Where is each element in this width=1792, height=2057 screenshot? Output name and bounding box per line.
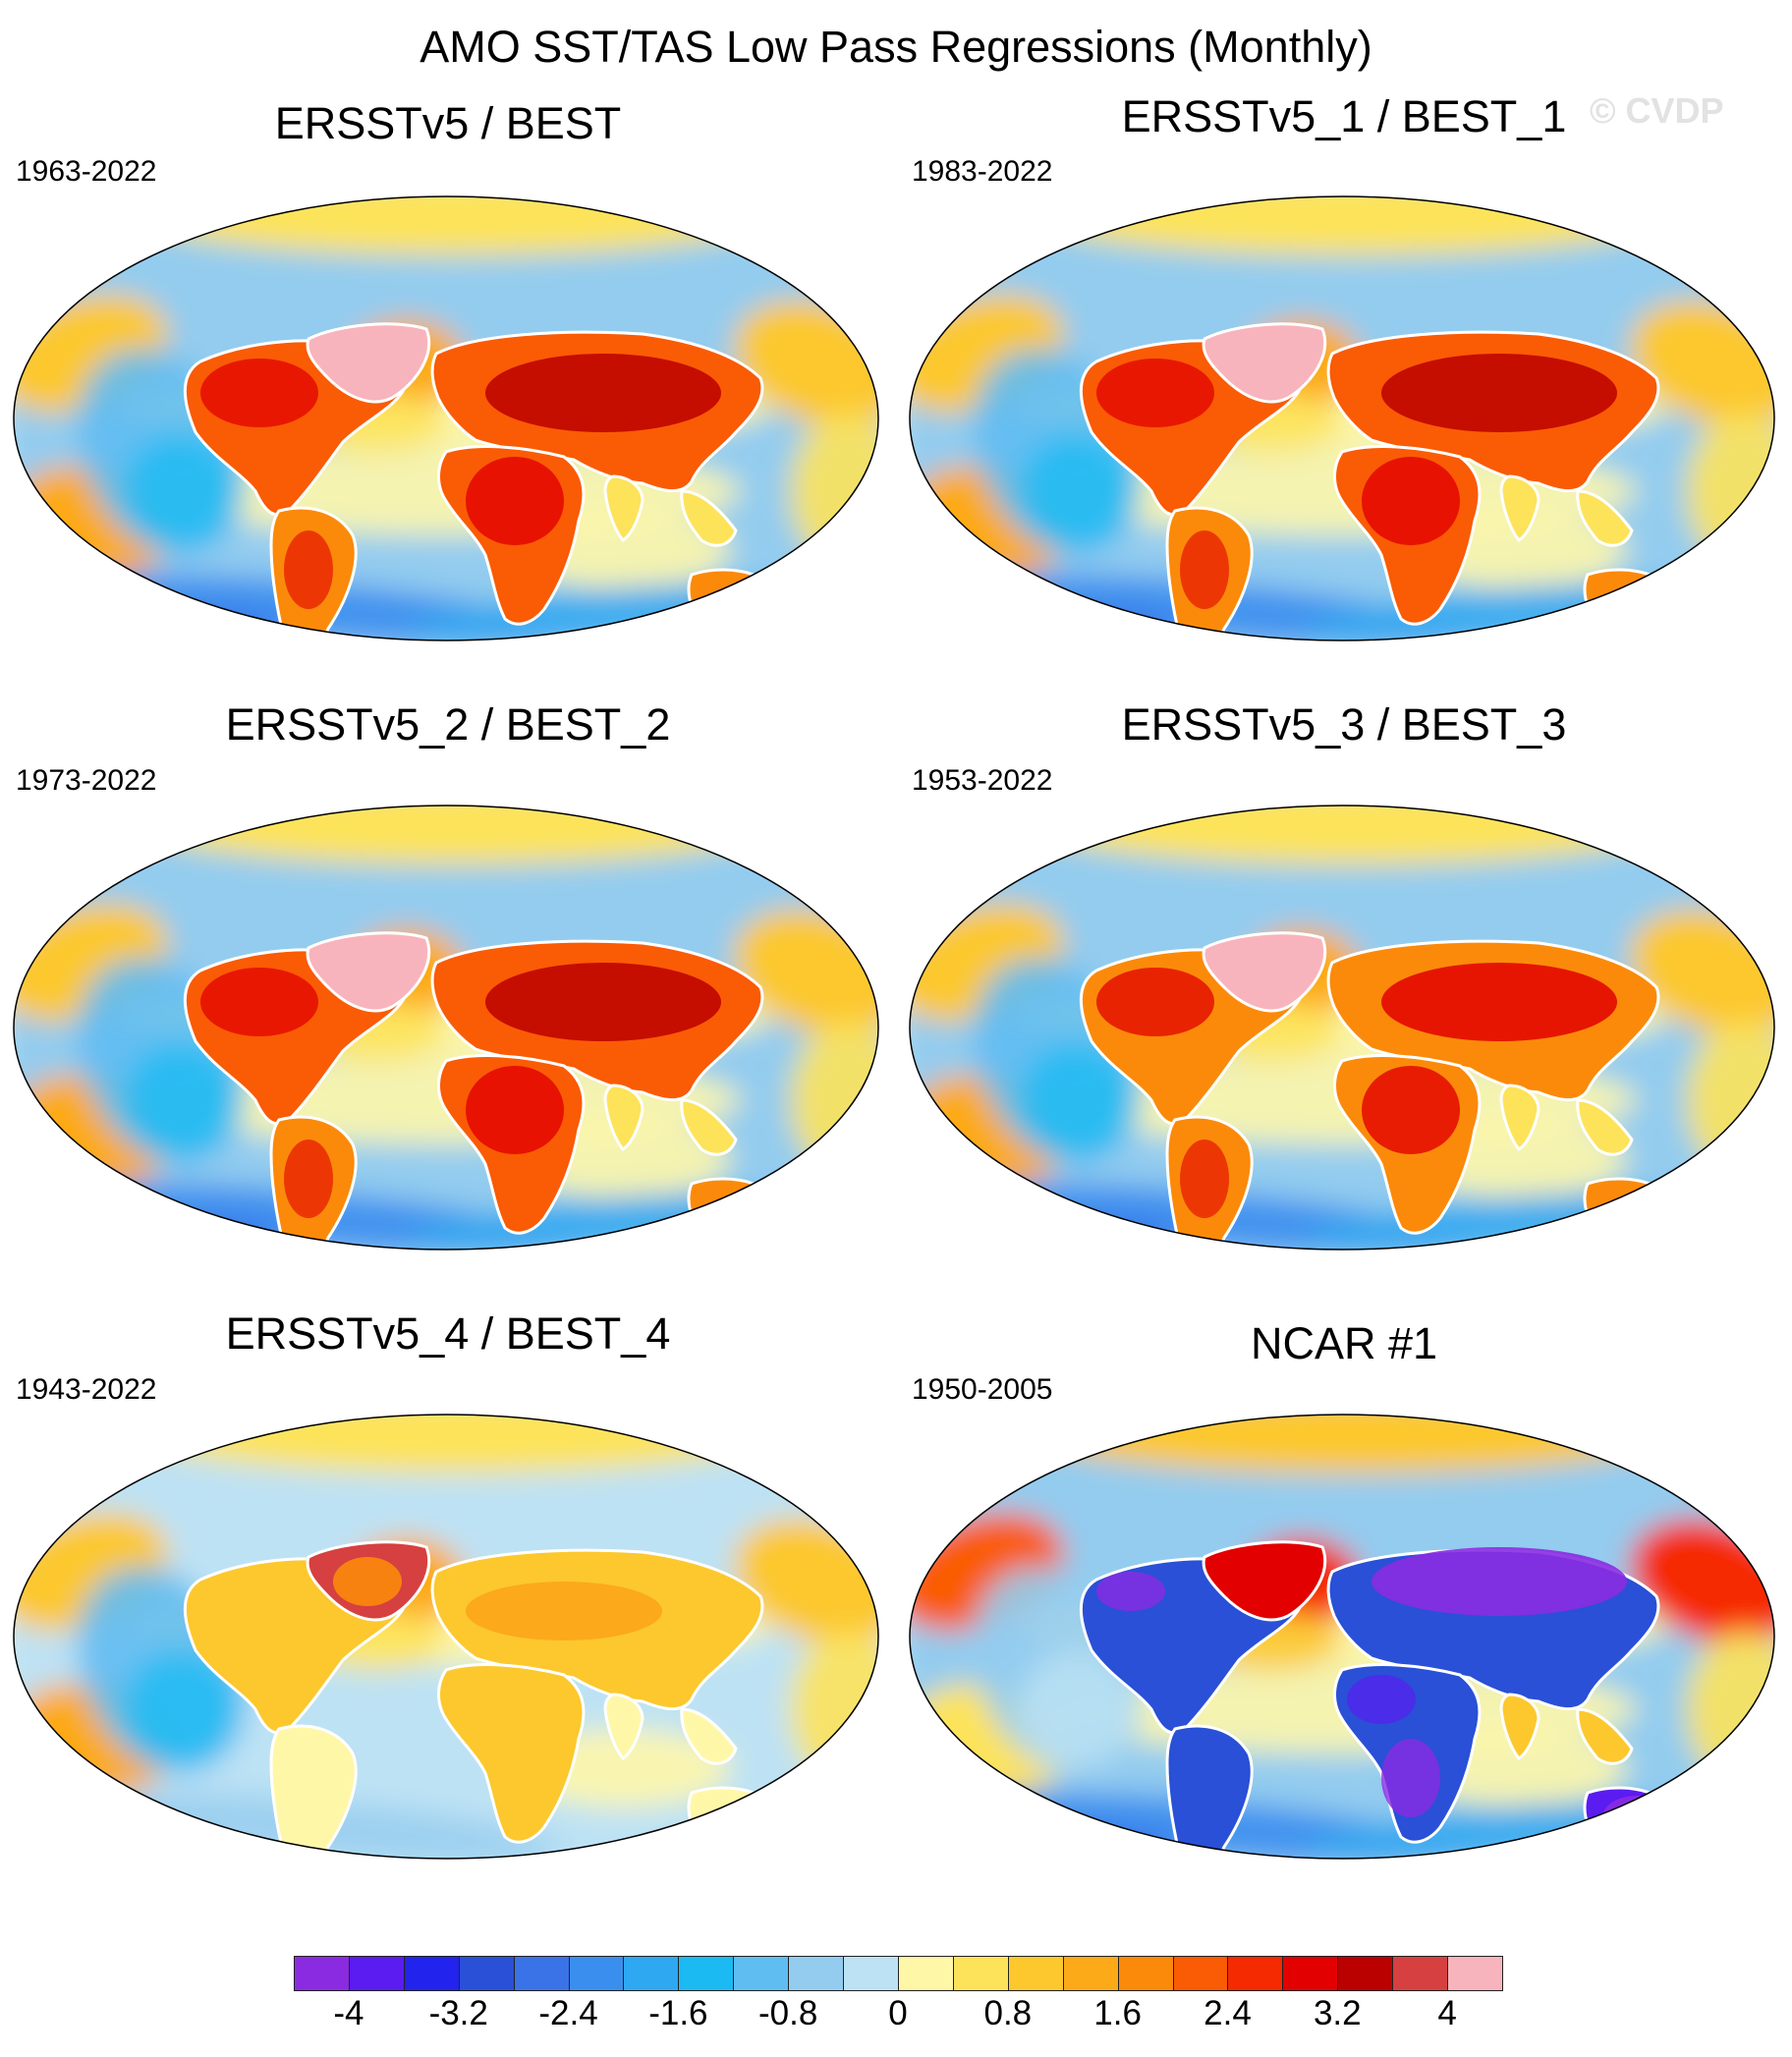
colorbar-swatch xyxy=(1172,1956,1229,1991)
colorbar-tick-label: 3.2 xyxy=(1313,1994,1362,2032)
colorbar-tick-label: -3.2 xyxy=(428,1994,488,2032)
colorbar-tick-label: -4 xyxy=(333,1994,364,2032)
colorbar-swatch xyxy=(952,1956,1009,1991)
world-map xyxy=(909,805,1775,1251)
colorbar-tick-label: 0.8 xyxy=(983,1994,1033,2032)
colorbar-swatch xyxy=(733,1956,790,1991)
map-panel: ERSSTv5_2 / BEST_2 1973-2022 xyxy=(0,699,896,1326)
panel-title: ERSSTv5_4 / BEST_4 xyxy=(225,1308,671,1359)
colorbar-swatch xyxy=(458,1956,515,1991)
map-panel: ERSSTv5_1 / BEST_1 1983-2022 xyxy=(896,91,1792,717)
colorbar-swatch xyxy=(294,1956,350,1991)
colorbar-swatch xyxy=(623,1956,680,1991)
colorbar-tick-label: 2.4 xyxy=(1204,1994,1252,2032)
panel-title: ERSSTv5_2 / BEST_2 xyxy=(225,699,671,750)
colorbar-swatch xyxy=(898,1956,954,1991)
colorbar-swatch xyxy=(1062,1956,1119,1991)
panel-period: 1953-2022 xyxy=(912,764,1053,797)
colorbar-tick-label: -0.8 xyxy=(758,1994,818,2032)
figure-title: AMO SST/TAS Low Pass Regressions (Monthl… xyxy=(420,22,1372,72)
colorbar-swatch xyxy=(513,1956,570,1991)
colorbar xyxy=(294,1956,1503,1991)
world-map xyxy=(13,1414,879,1860)
colorbar-tick-label: 0 xyxy=(888,1994,908,2032)
world-map xyxy=(909,195,1775,641)
world-map xyxy=(13,805,879,1251)
colorbar-swatch xyxy=(1447,1956,1503,1991)
watermark: © CVDP xyxy=(1590,90,1724,131)
colorbar-tick-label: -2.4 xyxy=(538,1994,598,2032)
colorbar-tick-label: -1.6 xyxy=(648,1994,708,2032)
panel-period: 1963-2022 xyxy=(16,155,157,188)
map-panel: ERSSTv5 / BEST 1963-2022 xyxy=(0,98,896,717)
colorbar-swatch xyxy=(1337,1956,1394,1991)
colorbar-swatch xyxy=(843,1956,899,1991)
panel-period: 1950-2005 xyxy=(912,1373,1053,1406)
colorbar-swatch xyxy=(348,1956,405,1991)
colorbar-swatch xyxy=(788,1956,845,1991)
world-map xyxy=(13,195,879,641)
panel-title: ERSSTv5 / BEST xyxy=(274,98,622,148)
map-panel: ERSSTv5_3 / BEST_3 1953-2022 xyxy=(896,699,1792,1326)
colorbar-swatch xyxy=(678,1956,735,1991)
panel-period: 1973-2022 xyxy=(16,764,157,797)
map-panel: NCAR #1 1950-2005 xyxy=(896,1318,1792,1935)
colorbar-swatch xyxy=(1227,1956,1284,1991)
colorbar-tick-label: 1.6 xyxy=(1093,1994,1142,2032)
colorbar-swatch xyxy=(1282,1956,1339,1991)
map-panel: ERSSTv5_4 / BEST_4 1943-2022 xyxy=(0,1308,896,1935)
panel-period: 1983-2022 xyxy=(912,155,1053,188)
colorbar-swatch xyxy=(1007,1956,1064,1991)
panel-title: ERSSTv5_1 / BEST_1 xyxy=(1121,91,1567,141)
world-map xyxy=(909,1414,1775,1860)
colorbar-swatch xyxy=(1117,1956,1174,1991)
colorbar-swatch xyxy=(1392,1956,1449,1991)
colorbar-swatch xyxy=(403,1956,460,1991)
panel-period: 1943-2022 xyxy=(16,1373,157,1406)
panel-title: NCAR #1 xyxy=(1250,1318,1438,1368)
colorbar-tick-label: 4 xyxy=(1437,1994,1457,2032)
colorbar-swatch xyxy=(568,1956,625,1991)
panel-title: ERSSTv5_3 / BEST_3 xyxy=(1121,699,1567,750)
colorbar-labels: -4 -3.2 -2.4 -1.6 -0.8 0 0.8 1.6 2.4 3.2 4 xyxy=(0,1994,1792,2043)
